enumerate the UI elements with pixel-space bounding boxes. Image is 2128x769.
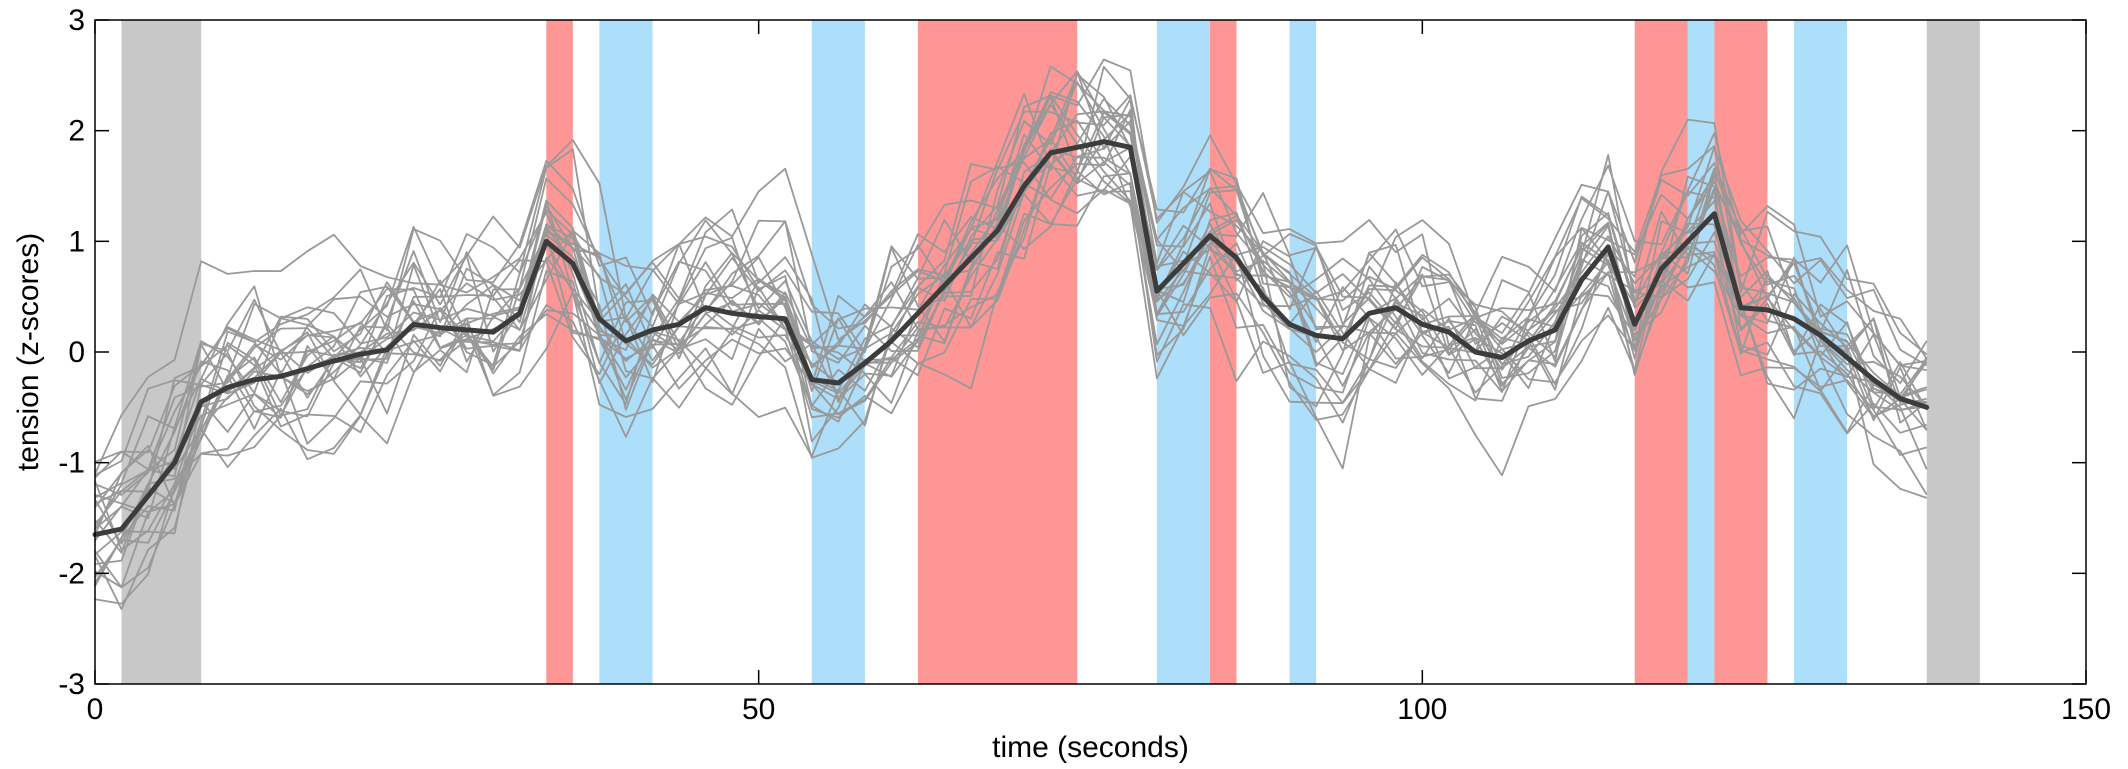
y-tick-label: 3 <box>68 4 85 37</box>
y-axis-label: tension (z-scores) <box>12 233 45 471</box>
y-tick-label: -3 <box>58 668 85 701</box>
individual-line <box>94 98 1927 541</box>
red-region-8 <box>1634 20 1688 684</box>
individual-line <box>94 148 1927 578</box>
individual-line <box>94 112 1927 526</box>
x-tick-label: 100 <box>1397 693 1447 726</box>
y-tick-label: 0 <box>68 336 85 369</box>
individual-line <box>94 81 1928 545</box>
axis-ticks: 0 50 100 150 3 2 1 0 -1 -2 -3 <box>58 4 2111 726</box>
x-axis-label: time (seconds) <box>992 731 1189 764</box>
blue-region-5 <box>1156 20 1210 684</box>
individual-line <box>94 58 1928 513</box>
y-tick-label: 1 <box>68 225 85 258</box>
blue-region-9 <box>1687 20 1715 684</box>
shaded-regions <box>121 20 1980 684</box>
gray-region-0 <box>121 20 202 684</box>
mean-line <box>92 139 1930 538</box>
individual-line <box>94 65 1928 554</box>
individual-line <box>94 178 1927 556</box>
individual-line <box>94 155 1928 605</box>
red-region-1 <box>546 20 573 684</box>
individual-line <box>94 103 1928 530</box>
x-tick-label: 0 <box>87 693 104 726</box>
y-tick-label: -1 <box>58 447 85 480</box>
red-region-6 <box>1209 20 1237 684</box>
individual-line <box>94 95 1928 478</box>
mean-line-layer <box>92 139 1930 538</box>
individual-line <box>94 94 1927 476</box>
individual-lines <box>94 58 1928 611</box>
x-tick-label: 50 <box>742 693 775 726</box>
gray-region-12 <box>1926 20 1980 684</box>
y-tick-label: 2 <box>68 115 85 148</box>
y-tick-label: -2 <box>58 557 85 590</box>
x-tick-label: 150 <box>2061 693 2111 726</box>
red-region-4 <box>917 20 1078 684</box>
individual-line <box>94 170 1928 587</box>
